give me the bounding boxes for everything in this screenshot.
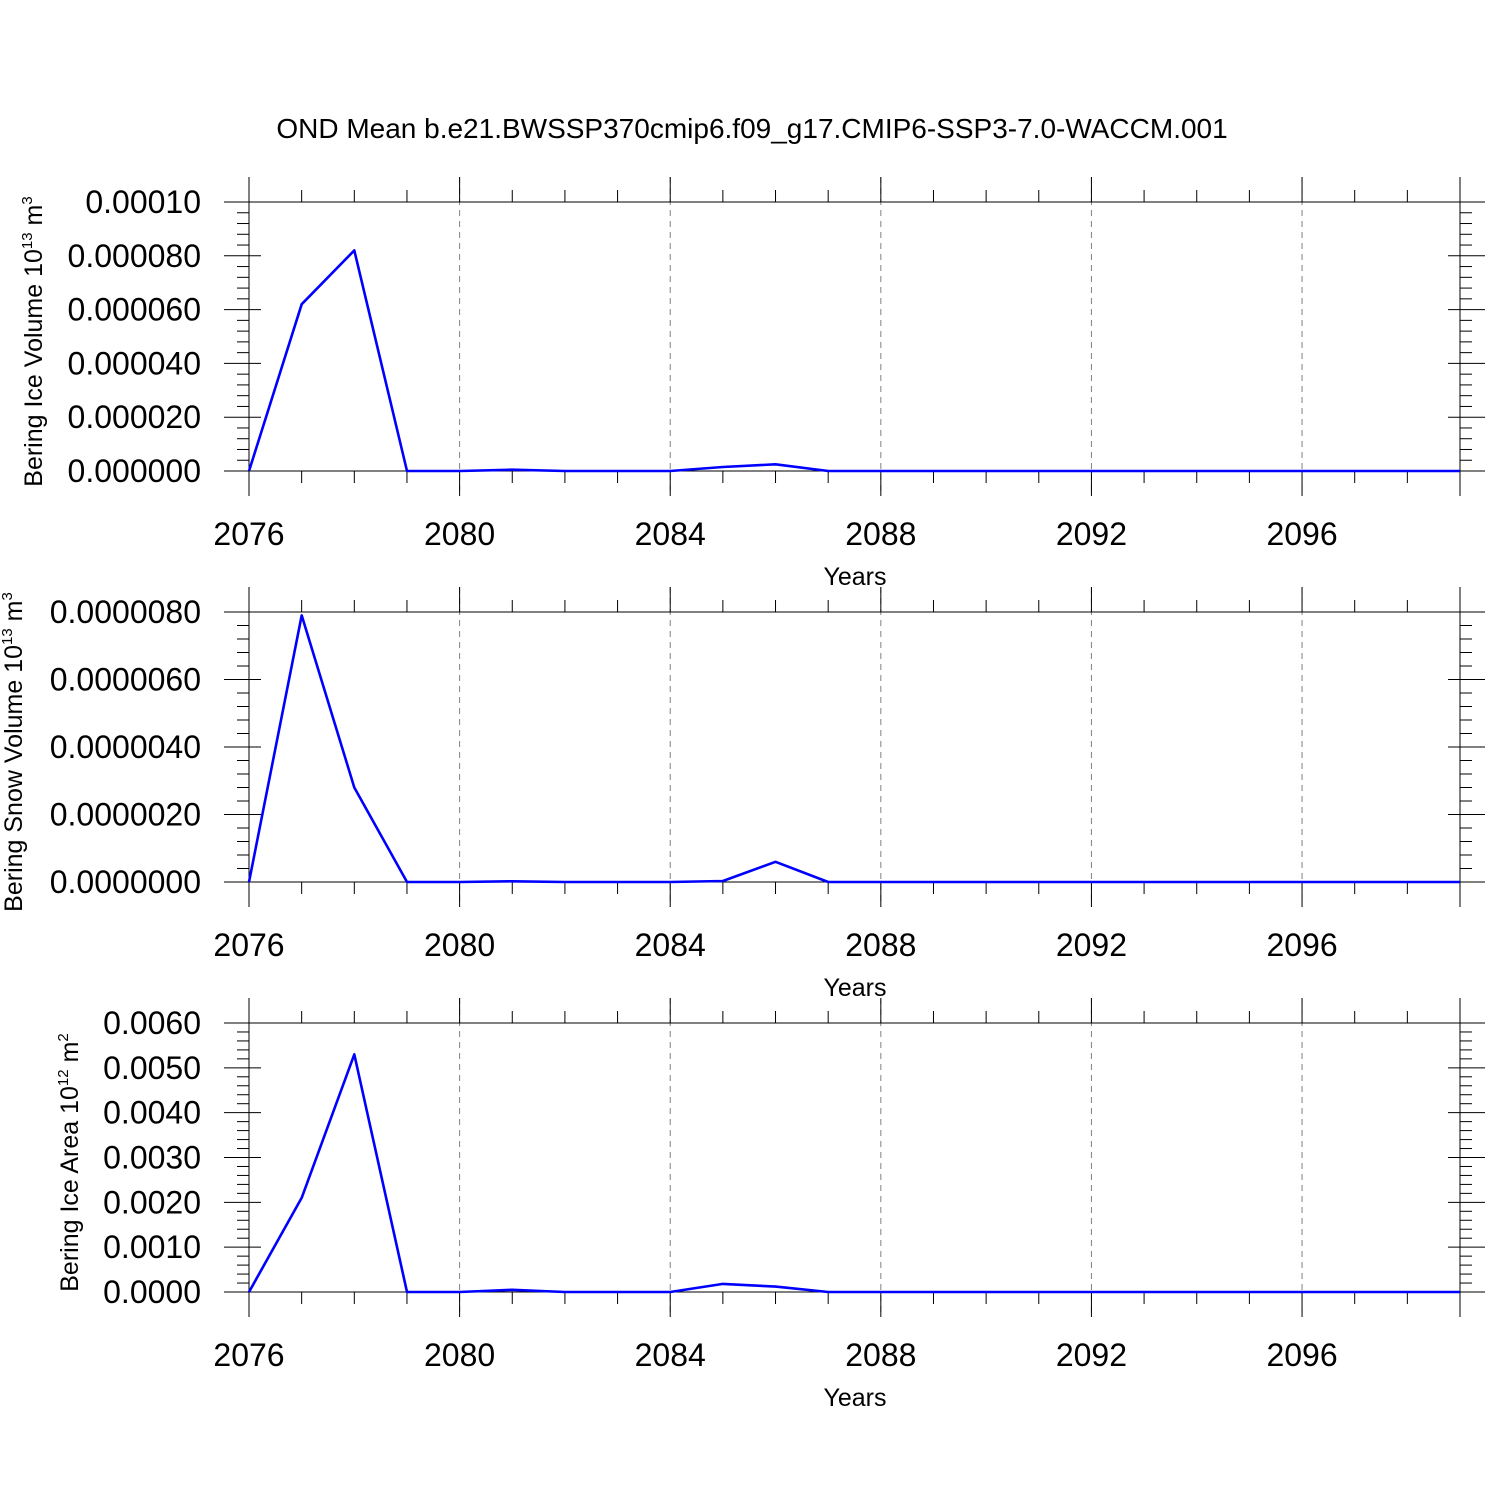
- y-tick-label: 0.0010: [103, 1229, 201, 1265]
- y-axis-label: Bering Ice Volume 1013 m3: [19, 196, 48, 486]
- x-tick-label: 2092: [1056, 516, 1127, 552]
- x-axis-label: Years: [823, 974, 886, 1002]
- panel-2: 0.0000000 0.0000020 0.0000040 0.0000060 0.00…: [0, 587, 1485, 1002]
- y-axis-label: Bering Ice Area 1012 m2: [55, 1033, 84, 1292]
- x-tick-label: 2096: [1266, 927, 1337, 963]
- y-tick-label: 0.000060: [68, 292, 201, 328]
- x-tick-label: 2088: [845, 1337, 916, 1373]
- y-tick-label: 0.00010: [85, 184, 201, 220]
- x-tick-label: 2092: [1056, 1337, 1127, 1373]
- x-tick-label: 2084: [635, 516, 706, 552]
- y-tick-label: 0.0040: [103, 1095, 201, 1131]
- x-tick-label: 2076: [213, 516, 284, 552]
- y-tick-label: 0.0060: [103, 1005, 201, 1041]
- x-axis-label: Years: [823, 563, 886, 591]
- x-tick-label: 2084: [635, 927, 706, 963]
- panels: 0.000000 0.000020 0.000040 0.000060 0.000080…: [0, 177, 1485, 1412]
- x-axis-label: Years: [823, 1384, 886, 1412]
- y-tick-label: 0.0000000: [50, 864, 201, 900]
- y-tick-label: 0.0000: [103, 1274, 201, 1310]
- x-tick-label: 2088: [845, 927, 916, 963]
- y-tick-label: 0.000020: [68, 399, 201, 435]
- x-tick-label: 2080: [424, 927, 495, 963]
- y-tick-label: 0.0030: [103, 1140, 201, 1176]
- x-tick-label: 2092: [1056, 927, 1127, 963]
- x-tick-label: 2088: [845, 516, 916, 552]
- y-tick-label: 0.000040: [68, 345, 201, 381]
- y-axis-label: Bering Snow Volume 1013 m3: [0, 592, 28, 912]
- series-line: [247, 1053, 1460, 1294]
- chart-title: OND Mean b.e21.BWSSP370cmip6.f09_g17.CMI…: [276, 113, 1227, 144]
- series-line: [247, 614, 1460, 884]
- panel-3: 0.0000 0.0010 0.0020 0.0030 0.0040 0.0050 0.00…: [55, 998, 1485, 1412]
- y-tick-label: 0.000000: [68, 453, 201, 489]
- x-tick-label: 2080: [424, 516, 495, 552]
- x-tick-label: 2080: [424, 1337, 495, 1373]
- y-tick-label: 0.0000020: [50, 797, 201, 833]
- series-line: [247, 249, 1460, 473]
- panel-1: 0.000000 0.000020 0.000040 0.000060 0.000080…: [19, 177, 1485, 591]
- x-tick-label: 2096: [1266, 516, 1337, 552]
- y-tick-label: 0.0050: [103, 1050, 201, 1086]
- y-tick-label: 0.000080: [68, 238, 201, 274]
- x-tick-label: 2096: [1266, 1337, 1337, 1373]
- x-tick-label: 2076: [213, 1337, 284, 1373]
- y-tick-label: 0.0020: [103, 1184, 201, 1220]
- x-tick-label: 2076: [213, 927, 284, 963]
- x-tick-label: 2084: [635, 1337, 706, 1373]
- y-tick-label: 0.0000060: [50, 662, 201, 698]
- y-tick-label: 0.0000040: [50, 729, 201, 765]
- y-tick-label: 0.0000080: [50, 594, 201, 630]
